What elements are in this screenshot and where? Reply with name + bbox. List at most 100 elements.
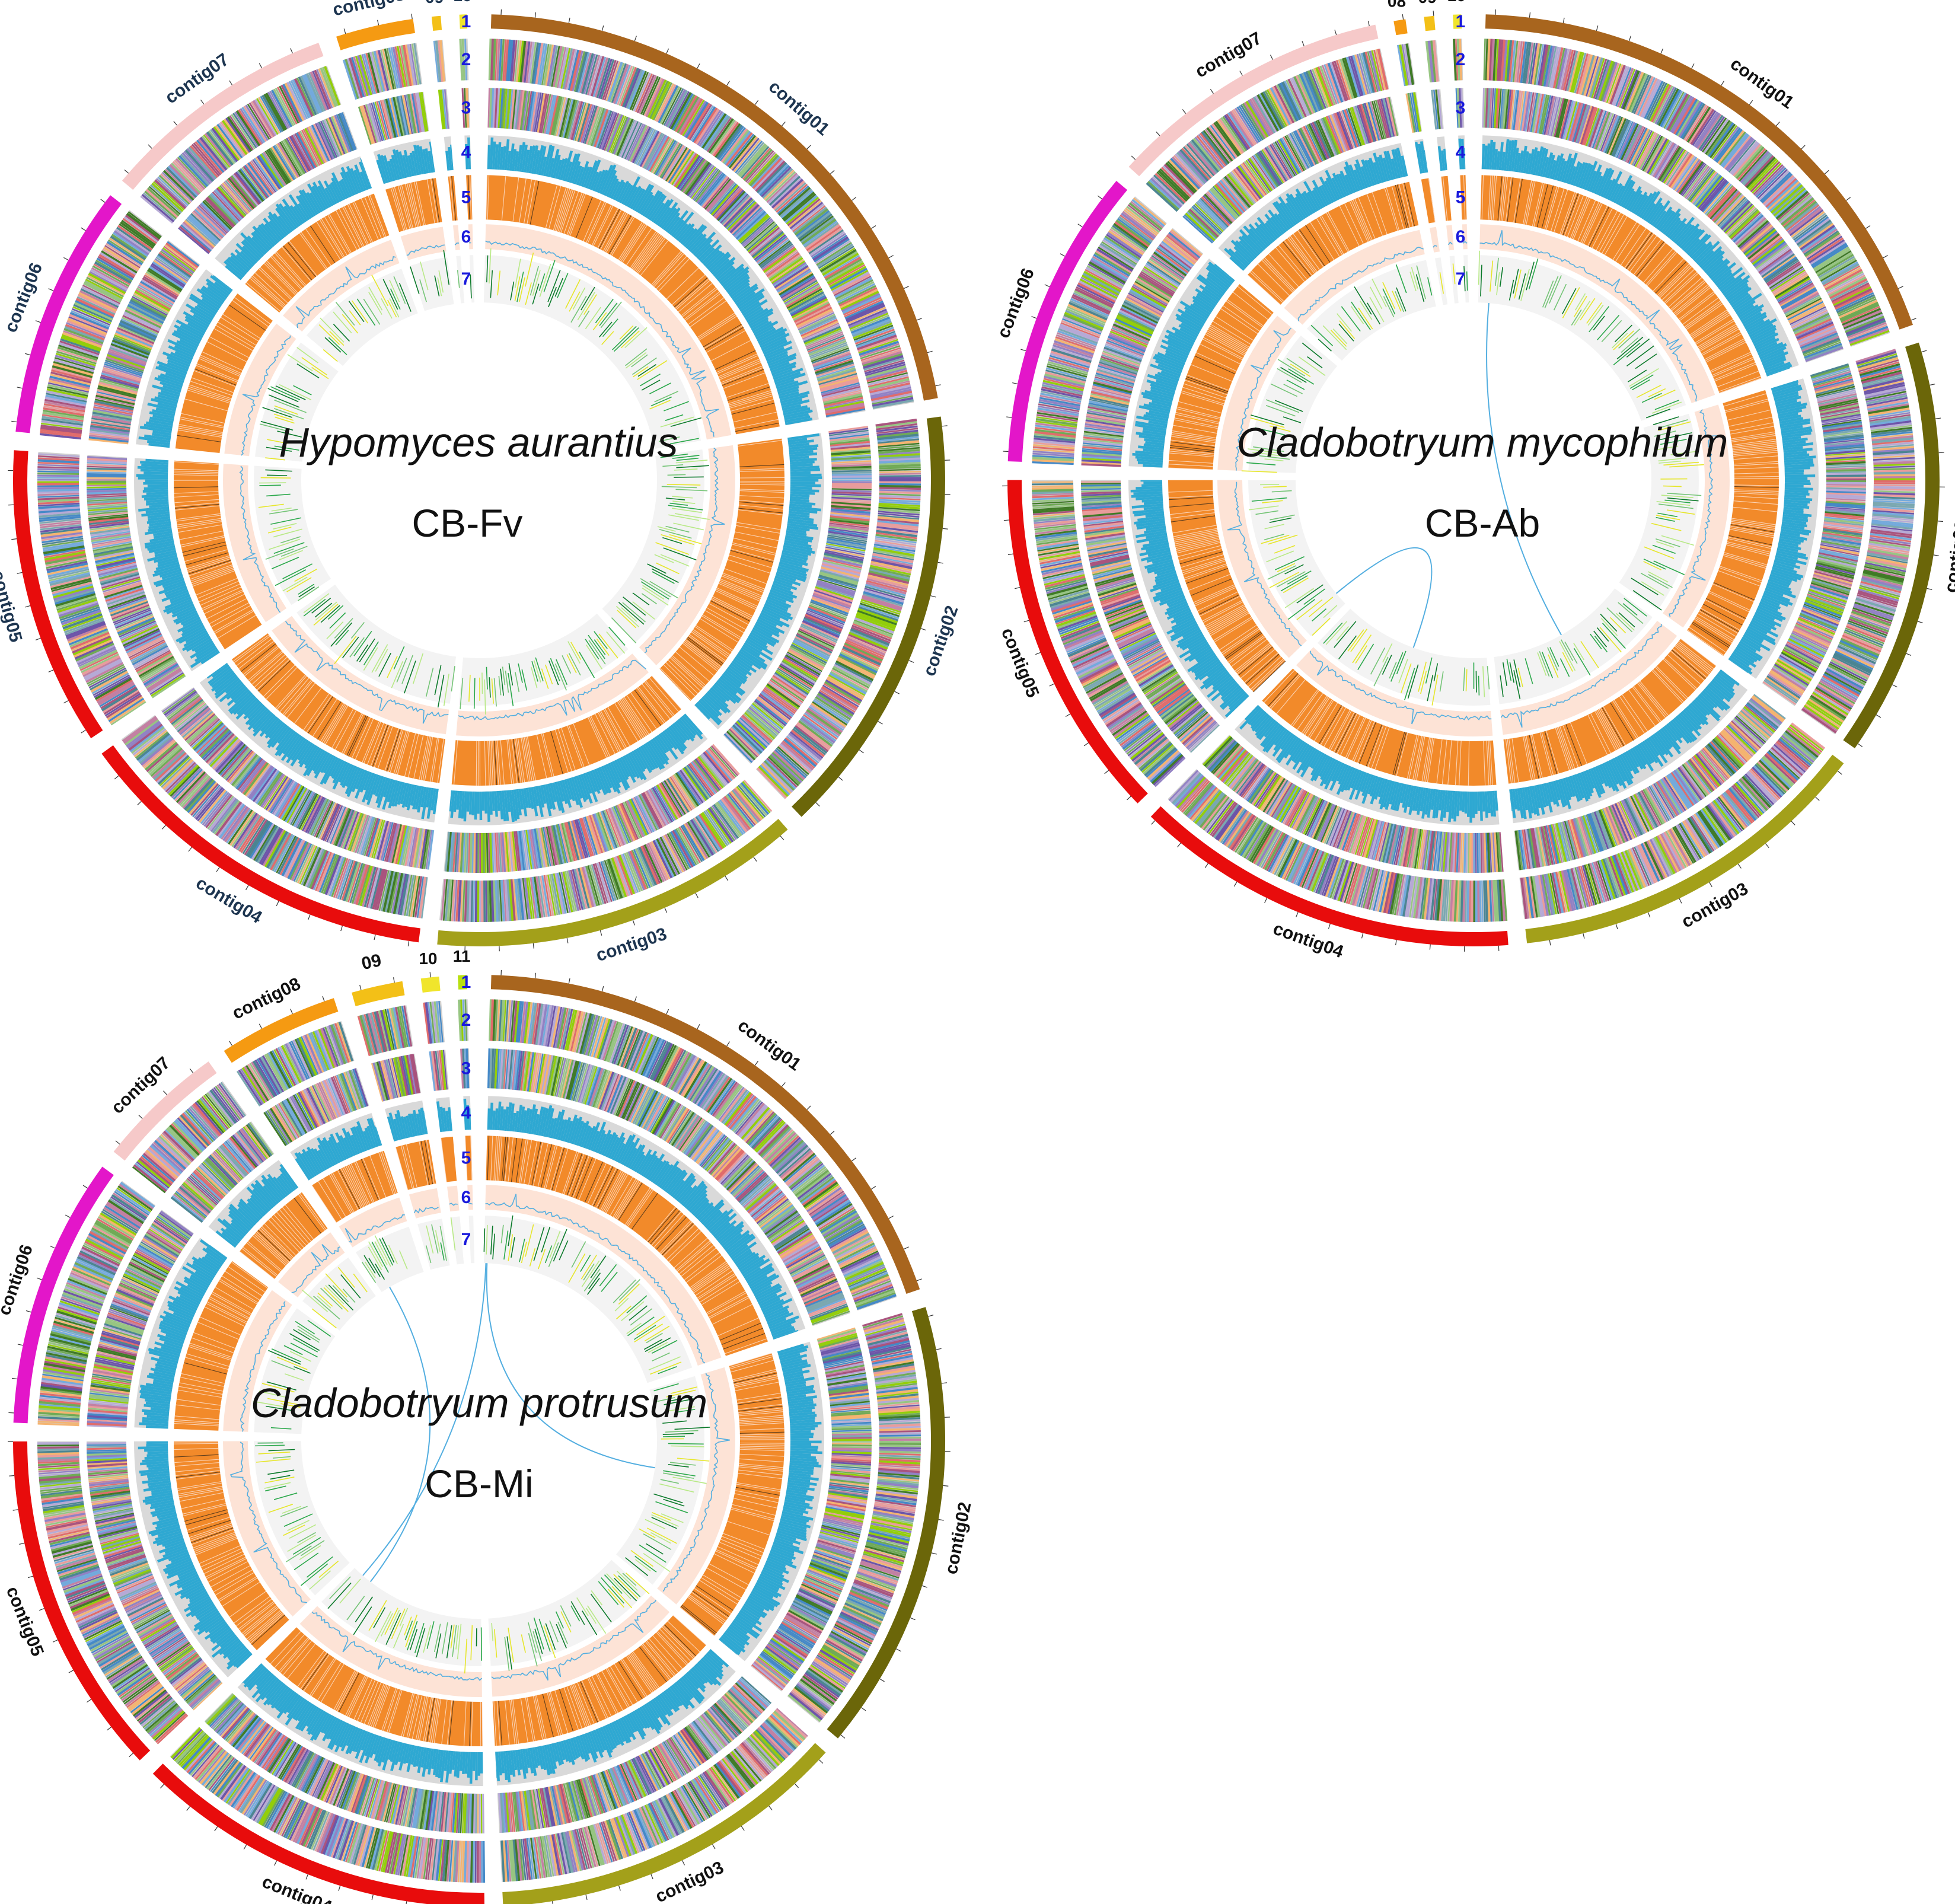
- track-6-background: [456, 653, 649, 736]
- scale-tick: [63, 257, 69, 261]
- scale-tick: [1049, 683, 1055, 687]
- scale-tick: [17, 1344, 23, 1346]
- density-stripes: [660, 440, 784, 701]
- contig-sector: [1424, 10, 1459, 304]
- track-2-background: [755, 420, 921, 799]
- contig-label: 10: [453, 0, 471, 5]
- scale-tick: [754, 100, 759, 105]
- contig-ideogram: [1453, 14, 1462, 29]
- scale-tick: [308, 914, 311, 920]
- track-number-7: 7: [1456, 269, 1466, 289]
- track-number-2: 2: [461, 50, 471, 69]
- track-6-line: [1500, 624, 1662, 728]
- contig-label: contig05: [0, 569, 25, 645]
- track-6-background: [1430, 227, 1440, 253]
- track-6-background: [222, 464, 287, 623]
- track-6-line: [644, 447, 725, 653]
- scale-tick: [371, 1895, 374, 1900]
- scale-tick: [52, 1639, 58, 1643]
- track-number-3: 3: [461, 98, 471, 118]
- scale-tick: [666, 1009, 669, 1015]
- track-6-background: [1217, 480, 1307, 658]
- snp-ticks: [470, 274, 472, 299]
- track-7-background: [302, 1257, 376, 1331]
- snp-ticks: [259, 347, 329, 461]
- contig-ideogram: [224, 998, 339, 1063]
- track-6-line: [485, 240, 719, 437]
- scale-tick: [1131, 155, 1136, 160]
- scale-tick: [1302, 41, 1305, 47]
- track-6-line: [485, 1194, 706, 1364]
- scale-tick: [338, 1886, 341, 1892]
- scale-tick: [815, 802, 820, 807]
- gc-histogram: [449, 713, 703, 822]
- contig-ideogram: [1485, 14, 1913, 330]
- track-5-density: [175, 294, 273, 453]
- gc-histogram: [487, 137, 813, 425]
- scale-tick: [173, 121, 178, 126]
- contig-sector: [11, 195, 339, 462]
- contig-sector: [1150, 608, 1508, 952]
- track-7-background: [468, 1216, 475, 1264]
- contig-ideogram: [1525, 754, 1844, 943]
- contig-sector: [1478, 9, 1916, 421]
- scale-tick: [11, 420, 17, 423]
- scale-tick: [1898, 286, 1903, 289]
- scale-tick: [871, 225, 876, 229]
- scale-tick: [894, 691, 900, 694]
- scale-tick: [1709, 882, 1712, 888]
- density-stripes: [239, 1193, 327, 1280]
- contig-label: contig02: [941, 1500, 975, 1575]
- contig-sector: [1453, 14, 1469, 303]
- gc-histogram: [1414, 141, 1428, 174]
- scale-tick: [11, 1377, 18, 1380]
- scale-tick: [290, 48, 293, 53]
- scale-tick: [568, 17, 570, 23]
- scale-tick: [1937, 521, 1944, 522]
- contig-ideogram: [1393, 19, 1408, 36]
- circos-panel-cladobotryum-protrusum: contig01contig02contig03contig04contig05…: [0, 947, 975, 1904]
- track-5-density: [486, 1136, 768, 1356]
- contig-label: 09: [425, 0, 444, 7]
- snp-ticks: [611, 453, 710, 644]
- track-7-background: [1463, 255, 1469, 303]
- track-5-density: [1168, 480, 1286, 692]
- track-number-1: 1: [1456, 12, 1466, 31]
- contig-label: contig06: [1, 260, 47, 336]
- contig-sector: [152, 1568, 486, 1904]
- track-number-5: 5: [1456, 188, 1466, 208]
- scale-tick: [1328, 923, 1331, 929]
- scale-tick: [916, 318, 922, 321]
- scale-tick: [1933, 554, 1939, 556]
- contig-ideogram: [152, 1763, 484, 1904]
- density-stripes: [1247, 183, 1415, 305]
- track-6-background: [223, 1290, 292, 1432]
- scale-tick: [904, 1246, 909, 1250]
- track-6-background: [283, 240, 400, 332]
- scale-tick: [1938, 452, 1944, 454]
- scale-tick: [1615, 924, 1618, 930]
- track-6-line: [239, 465, 281, 613]
- track-5-density: [448, 176, 458, 221]
- track-6-background: [224, 323, 296, 457]
- contig-sector: [483, 9, 941, 449]
- track-6-line: [1433, 245, 1437, 248]
- track-6-background: [299, 1606, 482, 1698]
- scale-tick: [634, 996, 637, 1002]
- scale-tick: [1906, 653, 1912, 656]
- track-6-background: [1217, 315, 1297, 471]
- contig-sector: [8, 450, 331, 739]
- scale-tick: [25, 353, 31, 356]
- contig-sector: [437, 613, 788, 952]
- track-number-2: 2: [1456, 50, 1466, 69]
- density-stripes: [395, 1140, 435, 1190]
- scale-tick: [908, 660, 914, 663]
- synteny-link: [362, 1263, 487, 1576]
- scale-tick: [782, 1082, 786, 1087]
- gc-histogram: [207, 662, 439, 819]
- density-stripes: [1505, 638, 1717, 784]
- scale-tick: [697, 1024, 700, 1029]
- scale-tick: [632, 920, 635, 926]
- genome-tracks: [8, 9, 951, 952]
- scale-tick: [229, 1041, 233, 1046]
